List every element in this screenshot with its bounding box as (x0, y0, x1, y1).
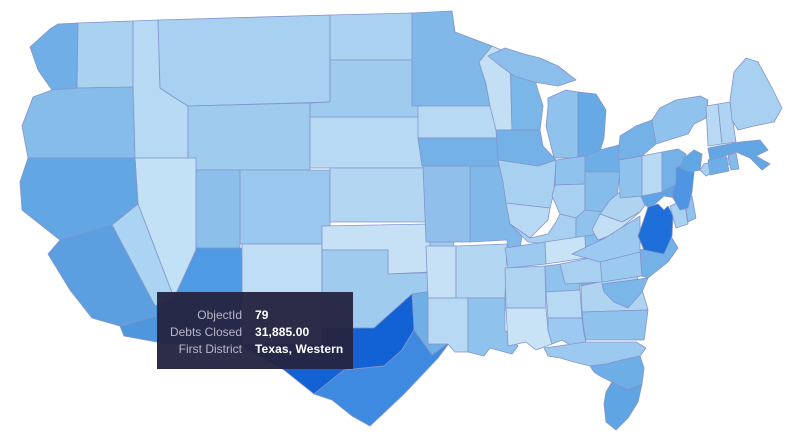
district-new-york-northern[interactable] (651, 95, 709, 145)
district-louisiana-eastern[interactable] (467, 297, 519, 357)
district-illinois-central[interactable] (497, 159, 557, 209)
district-michigan-western[interactable] (545, 89, 579, 159)
tooltip-row-debts-closed: Debts Closed 31,885.00 (157, 324, 341, 341)
district-north-dakota[interactable] (329, 12, 415, 61)
district-maine[interactable] (729, 57, 783, 131)
district-rhode-island[interactable] (727, 152, 740, 171)
district-louisiana-western[interactable] (427, 297, 469, 353)
district-massachusetts[interactable] (707, 139, 771, 171)
district-shapes (19, 10, 783, 431)
district-pennsylvania-middle[interactable] (641, 151, 663, 197)
district-georgia-southern[interactable] (581, 309, 649, 341)
district-michigan-eastern[interactable] (577, 91, 607, 159)
district-arkansas-western[interactable] (425, 245, 457, 299)
district-kansas[interactable] (329, 167, 439, 223)
tooltip-row-first-district: First District Texas, Western (157, 341, 344, 358)
tooltip-value: 79 (255, 308, 269, 322)
district-minnesota[interactable] (411, 10, 493, 107)
district-illinois-northern[interactable] (495, 129, 557, 167)
district-indiana-northern[interactable] (554, 155, 586, 186)
district-alabama-southern[interactable] (547, 317, 587, 347)
tooltip-value: Texas, Western (255, 342, 344, 356)
district-utah[interactable] (195, 169, 241, 249)
district-michigan-upper-peninsula[interactable] (487, 47, 577, 87)
tooltip-row-objectid: ObjectId 79 (157, 307, 341, 324)
district-wyoming[interactable] (187, 102, 311, 171)
district-florida-southern[interactable] (603, 381, 643, 431)
district-colorado[interactable] (239, 169, 331, 245)
district-oregon[interactable] (21, 86, 136, 159)
tooltip-label: ObjectId (197, 308, 242, 322)
tooltip-label: First District (178, 342, 242, 356)
district-mississippi-northern[interactable] (504, 265, 547, 309)
district-virginia-eastern[interactable] (637, 203, 674, 255)
district-washington-eastern[interactable] (76, 20, 134, 89)
district-nebraska[interactable] (309, 116, 436, 169)
district-mississippi-southern[interactable] (505, 307, 553, 351)
district-illinois-southern[interactable] (505, 202, 551, 239)
district-washington-western[interactable] (29, 22, 79, 91)
district-alabama-middle[interactable] (545, 289, 583, 319)
map-tooltip: ObjectId 79 Debts Closed 31,885.00 First… (157, 292, 353, 369)
district-missouri-western[interactable] (422, 165, 471, 243)
district-arkansas-eastern[interactable] (455, 243, 508, 299)
district-indiana-southern[interactable] (551, 183, 586, 219)
district-pennsylvania-western[interactable] (618, 155, 643, 199)
district-west-virginia-southern[interactable] (591, 211, 641, 241)
district-montana[interactable] (157, 14, 331, 107)
tooltip-value: 31,885.00 (255, 325, 310, 339)
tooltip-label: Debts Closed (169, 325, 242, 339)
